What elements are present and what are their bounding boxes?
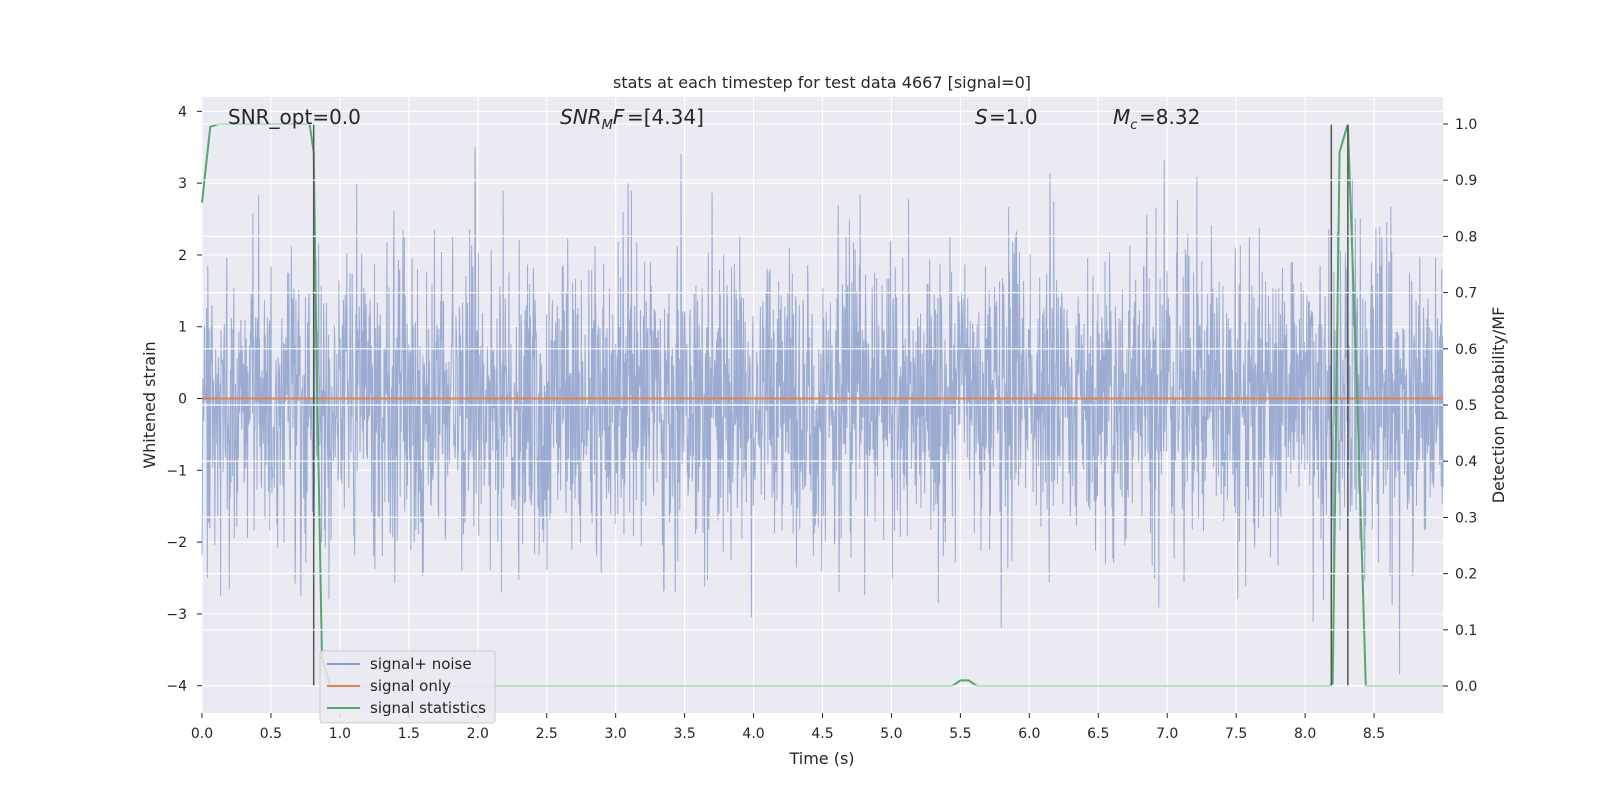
right-y-tick-label: 0.4 <box>1455 454 1477 470</box>
right-y-tick-label: 0.8 <box>1455 229 1477 245</box>
x-tick-label: 7.0 <box>1156 726 1178 742</box>
right-y-tick-label: 0.7 <box>1455 286 1477 302</box>
right-y-tick-label: 0.1 <box>1455 623 1477 639</box>
x-tick-label: 8.5 <box>1363 726 1385 742</box>
left-y-tick-label: 1 <box>178 320 187 336</box>
left-y-axis-label: Whitened strain <box>140 341 159 468</box>
left-y-tick-label: 0 <box>178 392 187 408</box>
x-tick-labels: 0.0 0.5 1.0 1.5 2.0 2.5 3.0 3.5 4.0 4.5 5.0 5.5 6.0 6… <box>191 713 1385 742</box>
x-tick-label: 0.5 <box>260 726 282 742</box>
legend-label-signal: signal only <box>370 677 451 695</box>
legend-label-statistics: signal statistics <box>370 699 486 717</box>
x-tick-label: 5.0 <box>880 726 902 742</box>
left-y-tick-label: 2 <box>178 248 187 264</box>
right-y-tick-label: 1.0 <box>1455 117 1477 133</box>
x-tick-label: 3.0 <box>605 726 627 742</box>
x-tick-label: 4.0 <box>742 726 764 742</box>
x-tick-label: 6.0 <box>1018 726 1040 742</box>
mc-annotation: Mc =8.32 <box>1113 105 1200 133</box>
right-y-tick-label: 0.0 <box>1455 679 1477 695</box>
left-y-tick-label: 3 <box>178 176 187 192</box>
left-y-tick-label: −2 <box>166 535 187 551</box>
left-y-tick-label: 4 <box>178 104 187 120</box>
mc-value: =8.32 <box>1139 105 1200 129</box>
s-symbol: S <box>975 105 988 129</box>
right-y-tick-label: 0.2 <box>1455 567 1477 583</box>
x-tick-label: 7.5 <box>1225 726 1247 742</box>
x-tick-label: 8.0 <box>1294 726 1316 742</box>
x-tick-label: 0.0 <box>191 726 213 742</box>
right-y-axis-label: Detection probability/MF <box>1489 307 1508 504</box>
chart-title: stats at each timestep for test data 466… <box>613 73 1031 92</box>
right-y-tick-label: 0.3 <box>1455 510 1477 526</box>
legend-box <box>319 650 496 724</box>
snr-mf-symbol: SNRMF <box>560 105 625 133</box>
x-tick-label: 3.5 <box>673 726 695 742</box>
left-y-tick-label: −1 <box>166 463 187 479</box>
snr-mf-value: =[4.34] <box>627 105 704 129</box>
x-tick-label: 2.0 <box>467 726 489 742</box>
x-tick-label: 2.5 <box>536 726 558 742</box>
s-annotation: S =1.0 <box>975 105 1038 129</box>
legend-label-noise: signal+ noise <box>370 655 472 673</box>
left-y-tick-label: −4 <box>166 679 187 695</box>
x-axis-label: Time (s) <box>788 749 854 768</box>
x-tick-label: 1.0 <box>329 726 351 742</box>
right-axis-gridlines <box>202 123 1443 687</box>
x-tick-label: 4.5 <box>811 726 833 742</box>
x-tick-label: 6.5 <box>1087 726 1109 742</box>
snr-mf-annotation: SNRMF =[4.34] <box>560 105 704 133</box>
right-y-tick-label: 0.9 <box>1455 173 1477 189</box>
right-y-tick-labels: 0.0 0.1 0.2 0.3 0.4 0.5 0.6 0.7 0.8 0.9 1.0 <box>1443 117 1477 695</box>
x-tick-label: 1.5 <box>398 726 420 742</box>
legend: signal+ noise signal only signal statist… <box>319 650 496 724</box>
right-y-tick-label: 0.6 <box>1455 342 1477 358</box>
right-y-tick-label: 0.5 <box>1455 398 1477 414</box>
s-value: =1.0 <box>989 105 1038 129</box>
x-tick-label: 5.5 <box>949 726 971 742</box>
left-y-tick-labels: −4 −3 −2 −1 0 1 2 3 4 <box>166 104 202 695</box>
signal-noise-series <box>201 147 1444 675</box>
left-y-tick-label: −3 <box>166 607 187 623</box>
signal-noise-line <box>201 147 1444 675</box>
snr-opt-annotation: SNR_opt=0.0 <box>228 105 361 129</box>
